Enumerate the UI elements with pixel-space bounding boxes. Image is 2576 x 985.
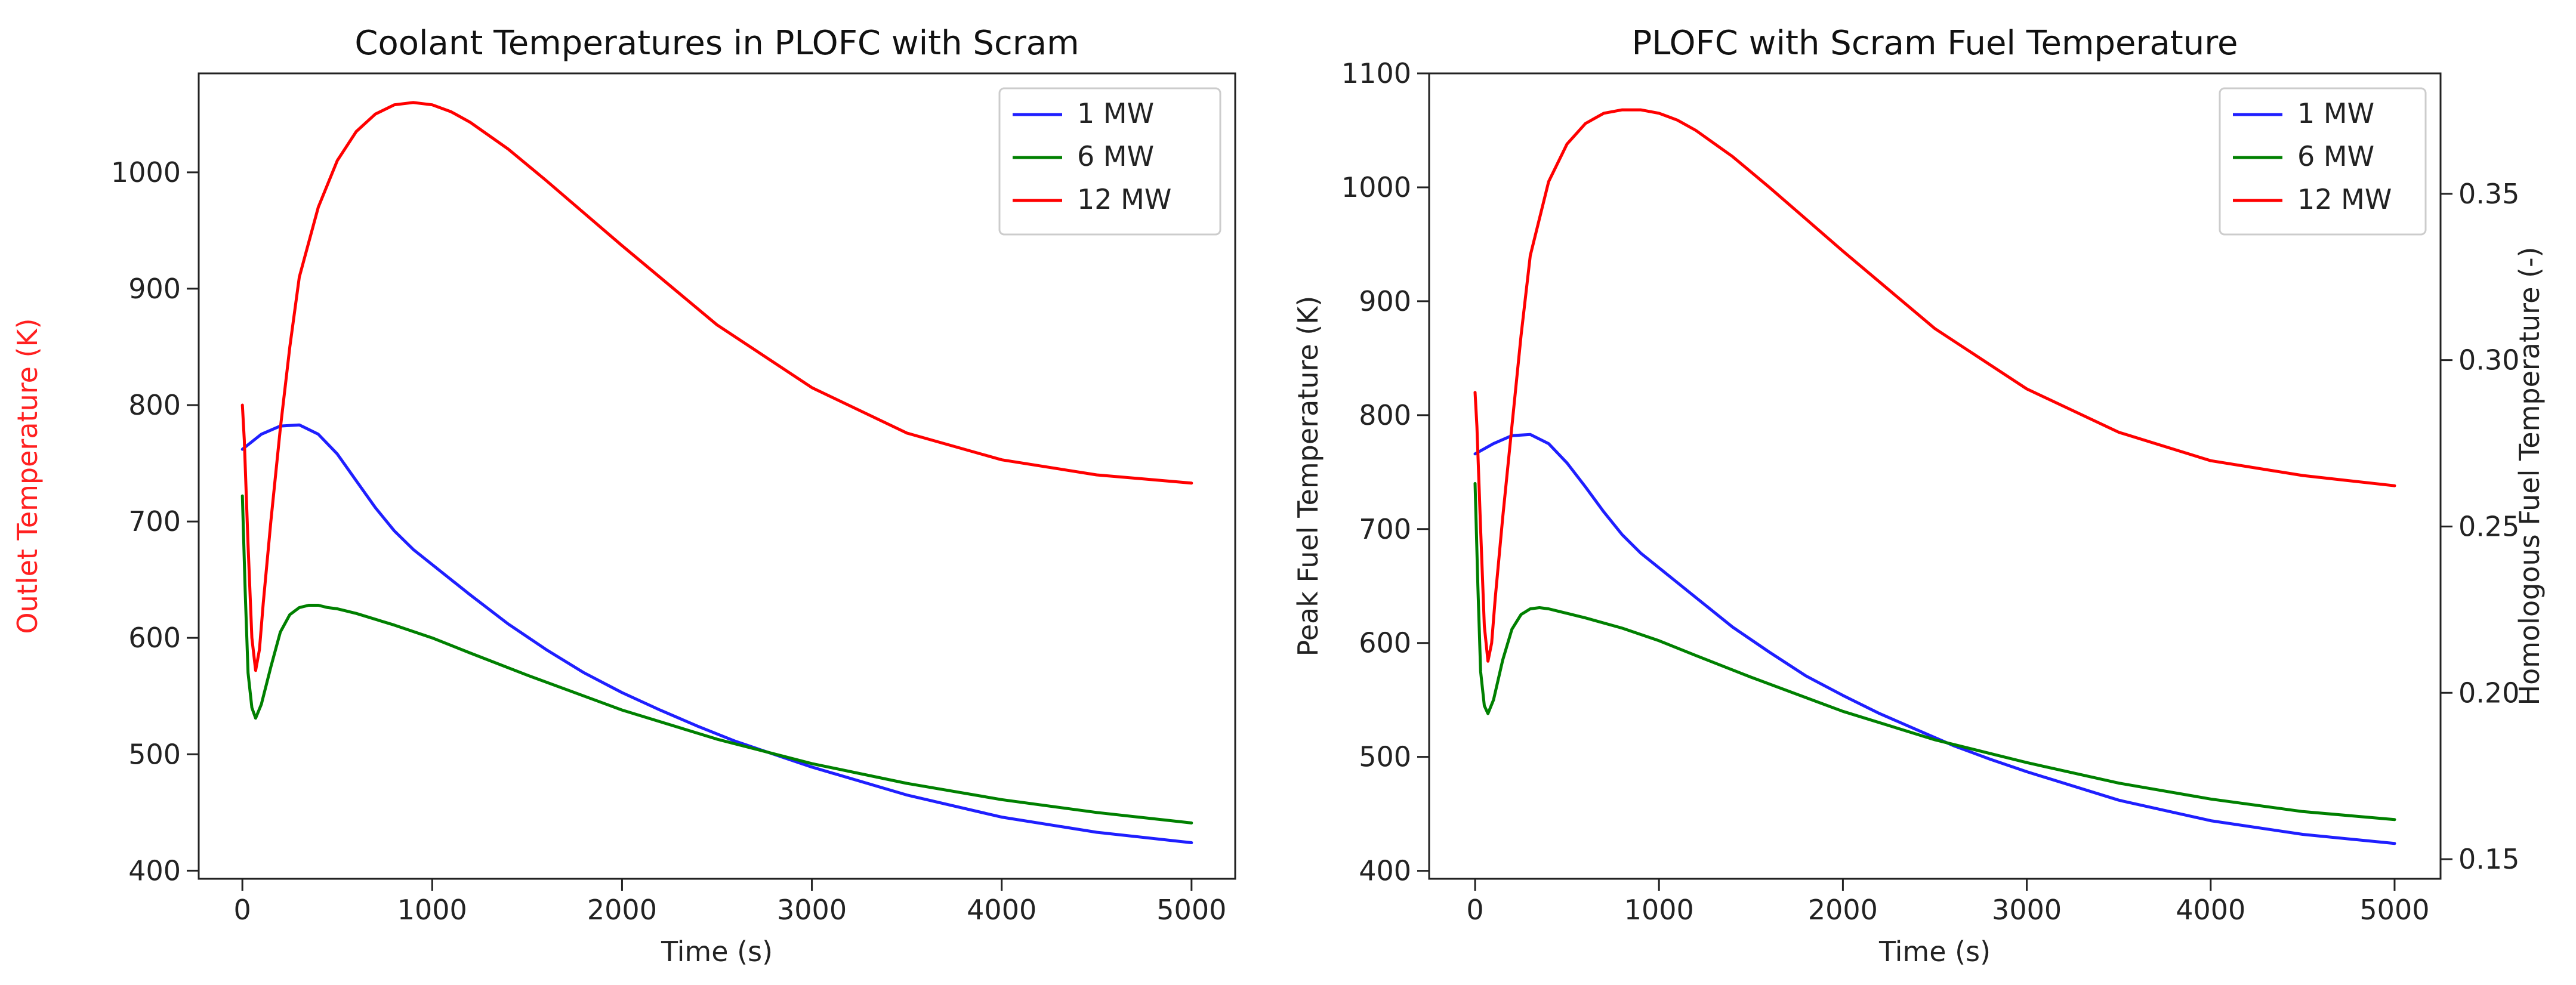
right-chart: PLOFC with Scram Fuel Temperature 0 1000 20… [1292,24,2546,968]
x-tick-label: 5000 [1156,894,1226,926]
y2-tick-label: 0.35 [2458,178,2519,210]
left-chart: Coolant Temperatures in PLOFC with Scram… [11,24,1236,968]
legend: 1 MW 6 MW 12 MW [2219,87,2427,236]
x-tick-label: 1000 [1624,894,1694,926]
x-tick-label: 1000 [397,894,467,926]
x-tick-label: 5000 [2359,894,2429,926]
y-tick-label: 900 [1359,285,1411,317]
y-tick-label: 500 [1359,741,1411,773]
legend-box [2219,87,2427,236]
legend-label: 12 MW [1077,183,1171,215]
series-line-6-mw [240,494,1193,825]
y-tick-label: 700 [1359,513,1411,545]
legend-label: 1 MW [2297,97,2374,129]
x-tick-label: 3000 [777,894,847,926]
legend-label: 12 MW [2297,183,2392,215]
chart-title: PLOFC with Scram Fuel Temperature [1632,24,2238,63]
series-line-6-mw [1473,481,2396,822]
y-tick-label: 1000 [111,156,181,189]
x-axis-label: Time (s) [661,935,773,968]
y-tick-label: 900 [128,273,181,305]
y-tick-label: 600 [128,622,181,654]
y-tick-label: 600 [1359,627,1411,659]
y-axis-label: Outlet Temperature (K) [11,318,44,634]
x-tick-label: 3000 [1992,894,2062,926]
series-line-12-mw [240,101,1193,672]
y-tick-label: 400 [128,854,181,887]
x-tick-label: 4000 [2176,894,2245,926]
legend-label: 6 MW [1077,140,1154,172]
x-tick-label: 0 [234,894,251,926]
y2-axis-label: Homologous Fuel Temperature (-) [2513,247,2546,706]
y2-tick-label: 0.30 [2458,344,2519,376]
x-tick-label: 2000 [587,894,657,926]
y-tick-label: 400 [1359,855,1411,887]
y2-tick-label: 0.15 [2458,843,2519,875]
x-tick-label: 0 [1466,894,1483,926]
legend-label: 1 MW [1077,97,1154,129]
y-axis-label: Peak Fuel Temperature (K) [1292,296,1324,657]
x-tick-label: 4000 [967,894,1036,926]
x-axis-label: Time (s) [1878,935,1991,968]
legend-box [998,87,1221,236]
x-tick-label: 2000 [1808,894,1878,926]
y-tick-label: 500 [128,738,181,770]
legend-label: 6 MW [2297,140,2374,172]
series-line-1-mw [240,423,1193,844]
chart-title: Coolant Temperatures in PLOFC with Scram [354,24,1079,63]
y-tick-label: 1000 [1341,171,1411,203]
y2-tick-label: 0.25 [2458,510,2519,542]
y-tick-label: 800 [1359,399,1411,431]
y2-tick-label: 0.20 [2458,677,2519,709]
series-line-1-mw [1473,433,2396,845]
y-tick-label: 800 [128,389,181,421]
plot-frame [1428,72,2442,880]
series-line-12-mw [1473,108,2396,663]
y-tick-label: 1100 [1341,57,1411,89]
legend: 1 MW 6 MW 12 MW [998,87,1221,236]
plot-frame [198,72,1236,880]
y-tick-label: 700 [128,505,181,538]
